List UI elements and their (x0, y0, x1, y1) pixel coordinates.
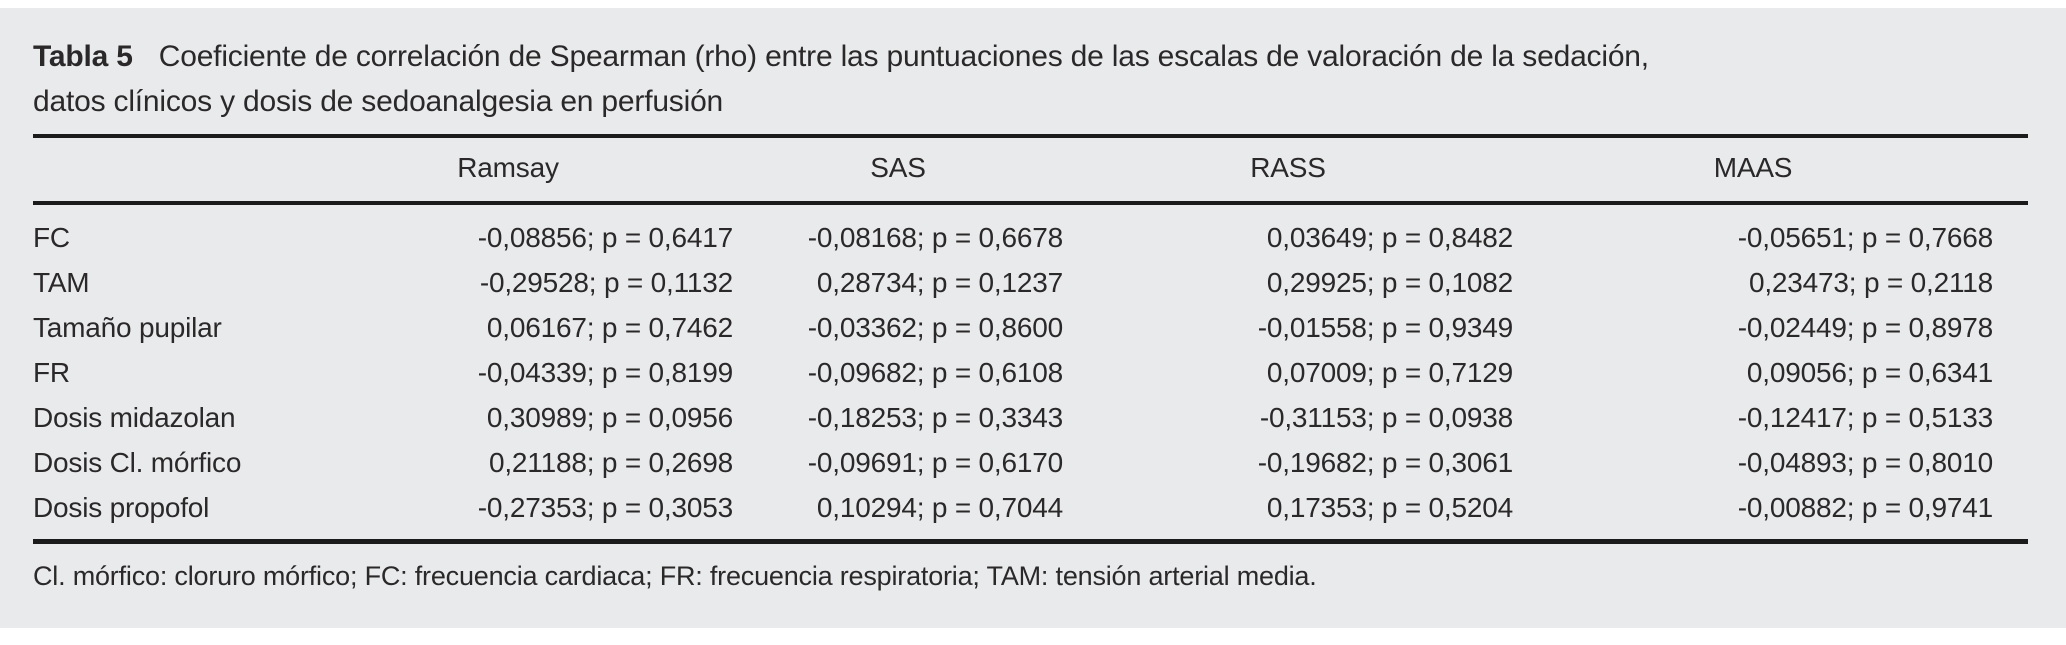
table-row-fr: FR -0,04339; p = 0,8199 -0,09682; p = 0,… (33, 351, 2028, 396)
cell-maas: -0,05651; p = 0,7668 (1737, 222, 1993, 253)
cell-rass: 0,17353; p = 0,5204 (1063, 486, 1513, 544)
cell-sas: 0,10294; p = 0,7044 (733, 486, 1063, 544)
header-empty (33, 134, 283, 205)
cell-sas: -0,03362; p = 0,8600 (807, 312, 1063, 343)
row-label: Tamaño pupilar (33, 312, 222, 343)
table-panel: Tabla 5 Coeficiente de correlación de Spe… (0, 8, 2066, 628)
cell-maas: -0,02449; p = 0,8978 (1737, 312, 1993, 343)
cell-sas: -0,18253; p = 0,3343 (807, 402, 1063, 433)
table-row-fc: FC -0,08856; p = 0,6417 -0,08168; p = 0,… (33, 203, 2028, 261)
cell-rass: 0,07009; p = 0,7129 (1266, 357, 1513, 388)
header-maas: MAAS (1513, 134, 2028, 205)
cell-sas: -0,08168; p = 0,6678 (807, 222, 1063, 253)
row-label: FC (33, 222, 70, 253)
header-ramsay: Ramsay (283, 134, 733, 205)
cell-sas: 0,28734; p = 0,1237 (816, 267, 1063, 298)
cell-ramsay: -0,04339; p = 0,8199 (477, 357, 733, 388)
cell-maas: -0,00882; p = 0,9741 (1513, 486, 2028, 544)
header-row: Ramsay SAS RASS MAAS (33, 134, 2028, 205)
cell-ramsay: -0,08856; p = 0,6417 (477, 222, 733, 253)
table-row-tamano-pupilar: Tamaño pupilar 0,06167; p = 0,7462 -0,03… (33, 306, 2028, 351)
table-row-dosis-midazolan: Dosis midazolan 0,30989; p = 0,0956 -0,1… (33, 396, 2028, 441)
table-footnote: Cl. mórfico: cloruro mórfico; FC: frecue… (33, 561, 1317, 591)
header-rass: RASS (1063, 134, 1513, 205)
cell-rass: 0,29925; p = 0,1082 (1266, 267, 1513, 298)
cell-sas: -0,09691; p = 0,6170 (807, 447, 1063, 478)
row-label: Dosis Cl. mórfico (33, 447, 242, 478)
cell-ramsay: -0,27353; p = 0,3053 (283, 486, 733, 544)
table-row-dosis-cl-morfico: Dosis Cl. mórfico 0,21188; p = 0,2698 -0… (33, 441, 2028, 486)
cell-maas: -0,12417; p = 0,5133 (1737, 402, 1993, 433)
cell-ramsay: 0,30989; p = 0,0956 (486, 402, 733, 433)
header-sas: SAS (733, 134, 1063, 205)
caption-line-2: datos clínicos y dosis de sedoanalgesia … (33, 79, 2028, 124)
table-row-tam: TAM -0,29528; p = 0,1132 0,28734; p = 0,… (33, 261, 2028, 306)
correlation-table: Ramsay SAS RASS MAAS FC -0,08856; p = 0,… (33, 134, 2028, 544)
cell-maas: -0,04893; p = 0,8010 (1737, 447, 1993, 478)
table-row-dosis-propofol: Dosis propofol -0,27353; p = 0,3053 0,10… (33, 486, 2028, 544)
cell-ramsay: -0,29528; p = 0,1132 (479, 267, 733, 298)
cell-ramsay: 0,06167; p = 0,7462 (486, 312, 733, 343)
cell-maas: 0,09056; p = 0,6341 (1746, 357, 1993, 388)
row-label: FR (33, 357, 70, 388)
table-caption: Tabla 5 Coeficiente de correlación de Spe… (33, 34, 2028, 124)
cell-rass: -0,19682; p = 0,3061 (1257, 447, 1513, 478)
row-label: TAM (33, 267, 90, 298)
table-number: Tabla 5 (33, 40, 133, 73)
caption-text-line-1: Coeficiente de correlación de Spearman (… (158, 40, 1649, 73)
cell-ramsay: 0,21188; p = 0,2698 (488, 447, 733, 478)
cell-rass: -0,31153; p = 0,0938 (1259, 402, 1513, 433)
caption-text-line-2: datos clínicos y dosis de sedoanalgesia … (33, 85, 724, 118)
cell-maas: 0,23473; p = 0,2118 (1748, 267, 1993, 298)
cell-rass: -0,01558; p = 0,9349 (1257, 312, 1513, 343)
caption-line-1: Tabla 5 Coeficiente de correlación de Spe… (33, 34, 2028, 79)
row-label: Dosis midazolan (33, 402, 236, 433)
row-label: Dosis propofol (33, 486, 283, 544)
cell-sas: -0,09682; p = 0,6108 (807, 357, 1063, 388)
cell-rass: 0,03649; p = 0,8482 (1266, 222, 1513, 253)
